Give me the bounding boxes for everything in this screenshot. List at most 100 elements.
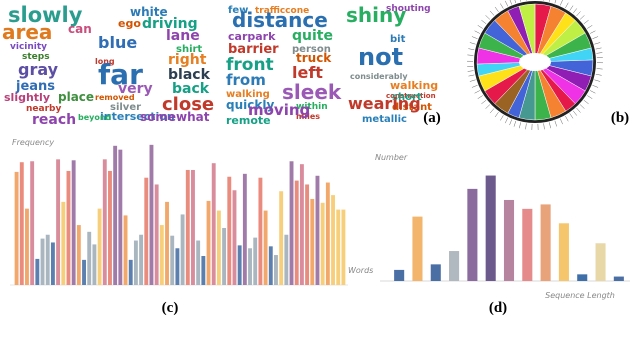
bar [19,162,24,285]
word: steps [22,52,50,62]
spoke-tick [485,104,491,109]
y-axis-label: Number [375,153,408,162]
spoke-tick [468,48,475,51]
bar [315,175,320,285]
word: metallic [362,114,407,125]
word: shouting [386,4,431,14]
spoke-tick [579,104,585,109]
bar [56,159,61,285]
spoke-tick [477,25,483,29]
bar [274,255,278,285]
spoke-tick [576,107,581,113]
spoke-tick [500,115,504,121]
bar [102,159,107,285]
word: reach [32,112,76,128]
bar [191,169,195,285]
word: blue [98,33,137,52]
bar [87,231,92,285]
word: place [58,90,94,104]
bar [180,214,185,285]
bar [467,188,478,281]
spoke-tick [543,123,545,130]
panel-label: (a) [423,110,441,126]
word: area [2,20,52,44]
x-axis-label: Sequence Length [545,291,615,300]
word: gray [18,60,59,79]
bar [577,274,588,281]
bar [211,163,216,285]
bar [294,180,299,285]
bar [159,225,164,285]
bar [76,225,81,285]
spoke-tick [589,90,596,94]
bar [216,210,221,285]
word: truck [296,51,332,65]
bar [185,169,190,285]
word: miles [296,112,320,121]
word: bit [390,34,406,45]
spoke-tick [509,119,513,126]
spoke-tick [489,108,495,114]
bar [336,209,341,285]
word: shiny [346,3,406,27]
spoke-tick [592,36,599,40]
word: left [292,63,323,82]
word: removed [95,93,135,102]
bar [123,215,128,285]
spoke-tick [594,79,601,82]
bar [503,199,515,281]
word: very [118,81,153,97]
spoke-tick [469,79,476,82]
bar [237,245,242,285]
spoke-tick [587,95,593,99]
bar [485,175,496,281]
word: barrier [228,42,279,57]
spoke-tick [471,36,478,40]
word: close [162,94,214,115]
spoke-tick [494,6,499,12]
bar [613,276,624,281]
spoke-tick [468,74,475,77]
spoke-tick [595,73,602,76]
bar [14,171,19,285]
word: back [172,81,210,97]
word: nearby [26,104,61,114]
spoke-tick [489,10,495,16]
bar [320,202,325,285]
pie-center [519,53,551,71]
x-axis-label: Words [348,266,373,275]
bar [412,216,423,281]
bar [66,170,71,285]
spoke-tick [504,0,509,7]
spoke-tick [572,8,578,14]
bar [394,269,405,281]
word: distance [232,8,328,32]
word: driving [142,16,198,32]
bar [165,201,169,285]
spoke-tick [569,113,574,119]
spoke-tick [572,110,578,116]
word: trafficcone [255,6,309,16]
spoke-tick [596,52,603,54]
word: somewhat [140,110,210,124]
spoke-tick [592,84,599,88]
word: wearing [348,94,421,113]
spoke-tick [520,0,521,2]
word: remote [226,114,271,127]
bar [227,176,232,285]
spoke-tick [565,2,569,9]
bar [289,161,294,285]
bar [144,177,149,285]
spoke-tick [595,47,602,50]
spoke-tick [549,0,550,2]
word: not [358,43,403,71]
spoke-tick [481,99,487,105]
word: long [95,57,115,66]
bar [50,242,55,285]
word: construction [386,92,436,100]
word: carpark [228,30,276,43]
bar [284,234,289,285]
bar [258,177,263,285]
spoke-tick [587,25,593,29]
spoke-tick [583,99,589,105]
